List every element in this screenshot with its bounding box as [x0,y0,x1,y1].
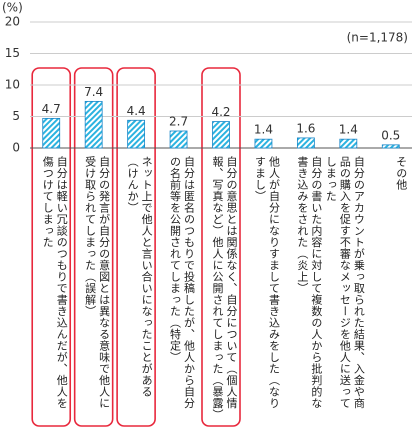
value-label: 4.4 [127,104,146,118]
value-label: 1.4 [254,123,273,137]
y-tick-label: 0 [12,141,20,155]
x-tick-label: 自分のアカウントが乗っ取られた結果、入金や商品の購入を促す不審なメッセージを他人… [324,156,366,409]
annotation: (n=1,178) [347,31,408,45]
value-label: 4.7 [42,102,61,116]
x-tick-label: 自分の意思とは関係なく、自分について（個人情報、写真など）他人に公開されてしまっ… [211,156,238,421]
x-tick-label: 自分は匿名のつもりで投稿したが、他人から自分の名前等を公開されてしまった（特定） [168,156,196,409]
highlight-box [73,67,114,427]
y-tick-label: 20 [5,15,20,29]
y-tick-label: 5 [12,109,20,123]
x-tick-label: 他人が自分になりすまして書き込みをした（なりすまし） [253,156,281,409]
bar [127,119,146,149]
x-tick-label: ネット上で他人と言い合いになったことがある（けんか） [126,156,154,398]
value-label: 2.7 [169,114,188,128]
bar [84,100,103,149]
x-tick-label: 自分は軽い冗談のつもりで書き込んだが、他人を傷つけてしまった [41,156,69,409]
value-label: 1.6 [296,121,315,135]
value-label: 1.4 [339,123,358,137]
bar [296,137,315,149]
x-tick-label: その他 [394,156,408,191]
bar [339,138,358,149]
value-label: 0.5 [381,128,400,142]
y-tick-label: 10 [5,78,20,92]
x-tick-label: 自分の書いた内容に対して複数の人から批判的な書き込みをされた（炎上） [295,156,323,409]
y-tick-label: 15 [5,46,20,60]
value-label: 7.4 [84,85,103,99]
bar [381,144,400,149]
bar [254,138,273,149]
value-label: 4.2 [211,105,230,119]
x-tick-label: 自分の発言が自分の意図とは異なる意味で他人に受け取られてしまった（誤解） [83,156,111,409]
bar [169,130,188,149]
highlight-box [31,67,72,427]
y-unit-label: (%) [2,1,23,15]
highlight-box [201,67,241,427]
bar [212,121,230,149]
bar [42,117,61,149]
highlight-box [116,67,156,427]
